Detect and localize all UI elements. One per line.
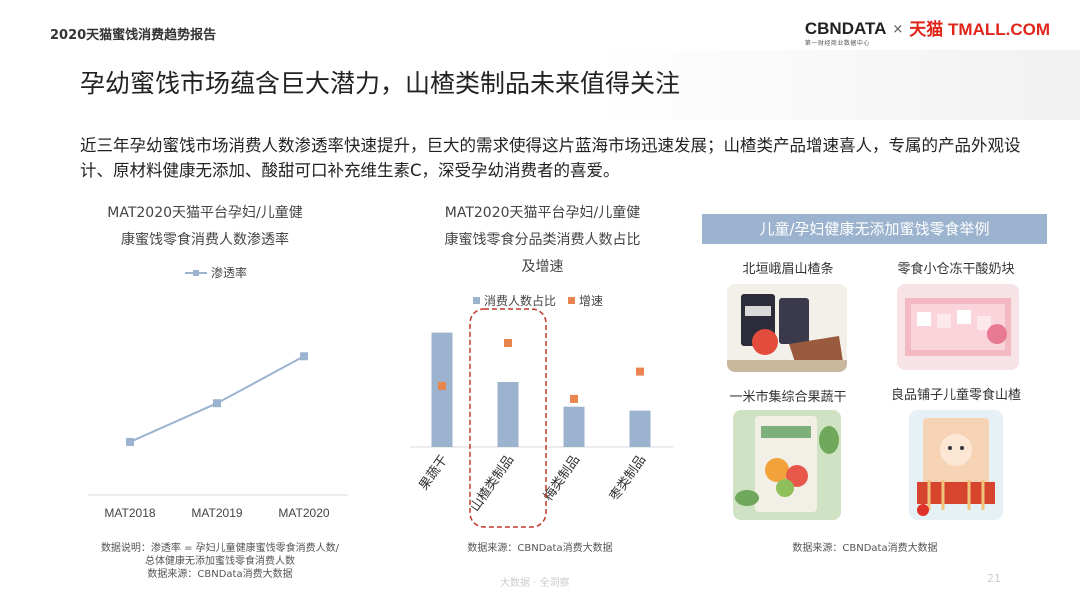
- penetration-point-MAT2019: [213, 399, 221, 408]
- page-description: 近三年孕幼蜜饯市场消费人数渗透率快速提升，巨大的需求使得这片蓝海市场迅速发展；山…: [80, 136, 1021, 180]
- chart2-source: 数据来源：CBNData消费大数据: [467, 543, 613, 554]
- chart2-legend: 消费人数占比 增速: [473, 292, 603, 309]
- product-label-3: 一米市集综合果蔬干: [729, 390, 847, 405]
- logo-separator: ×: [892, 22, 904, 37]
- product-image-mixed-veg-chips: [733, 410, 841, 520]
- product-label-2: 零食小仓冻干酸奶块: [897, 262, 1015, 277]
- share-bar-山楂类制品: [497, 382, 519, 447]
- title-band: [0, 50, 1080, 120]
- chart1-source: 数据说明：渗透率 = 孕妇儿童健康蜜饯零食消费人数/ 总体健康无添加蜜饯零食消费…: [100, 543, 340, 580]
- x-tick-label: 梅类制品: [541, 453, 583, 504]
- legend-bar-swatch: [473, 297, 480, 304]
- chart1-title: MAT2020天猫平台孕妇/儿童健 康蜜饯零食消费人数渗透率: [107, 205, 303, 248]
- highlight-box: [469, 308, 547, 528]
- footer-watermark: 大数据 · 全洞察: [500, 578, 570, 589]
- product-label-1: 北垣峨眉山楂条: [742, 262, 834, 277]
- growth-point-果蔬干: [438, 381, 446, 390]
- x-tick-label: MAT2020: [278, 506, 329, 520]
- x-tick-label: MAT2019: [191, 506, 242, 520]
- examples-header: 儿童/孕妇健康无添加蜜饯零食举例: [702, 214, 1047, 244]
- product-image-hawthorn-strips: [727, 284, 847, 372]
- penetration-point-MAT2018: [126, 437, 134, 446]
- product-image-yogurt-cubes: [897, 284, 1019, 370]
- chart2-title: MAT2020天猫平台孕妇/儿童健 康蜜饯零食分品类消费人数占比 及增速: [444, 205, 641, 275]
- x-tick-label: 枣类制品: [607, 453, 649, 504]
- product-label-4: 良品铺子儿童零食山楂: [890, 388, 1021, 403]
- penetration-line-chart: MAT2018 MAT2019 MAT2020: [88, 352, 348, 520]
- report-title: 2020天猫蜜饯消费趋势报告: [50, 28, 217, 43]
- tmall-logo: 天猫 TMALL.COM: [909, 20, 1050, 39]
- legend-line-icon: [185, 269, 207, 276]
- x-tick-label: 山楂类制品: [468, 453, 518, 515]
- page-number: 21: [987, 572, 1001, 585]
- growth-point-山楂类制品: [504, 339, 512, 347]
- chart2-legend-growth: 增速: [579, 294, 604, 308]
- legend-growth-swatch: [568, 297, 576, 304]
- page-title: 孕幼蜜饯市场蕴含巨大潜力，山楂类制品未来值得关注: [80, 69, 681, 98]
- product-image-kids-hawthorn: [909, 410, 1003, 520]
- examples-source: 数据来源：CBNData消费大数据: [792, 543, 938, 554]
- brand-logos: CBNDATA 第一财经商业数据中心 × 天猫 TMALL.COM: [804, 19, 1050, 48]
- chart2-legend-share: 消费人数占比: [484, 294, 557, 308]
- share-bar-枣类制品: [629, 410, 651, 447]
- penetration-point-MAT2020: [300, 352, 308, 361]
- cbndata-logo: CBNDATA 第一财经商业数据中心: [804, 19, 887, 48]
- growth-point-梅类制品: [570, 394, 578, 403]
- penetration-series-line: [129, 355, 305, 443]
- chart1-legend-label: 渗透率: [211, 266, 248, 280]
- x-tick-label: 果蔬干: [417, 453, 452, 494]
- chart1-legend: 渗透率: [185, 264, 247, 281]
- growth-point-枣类制品: [636, 367, 644, 376]
- x-tick-label: MAT2018: [104, 506, 155, 520]
- category-bar-chart: 果蔬干 山楂类制品 梅类制品 枣类制品: [410, 308, 673, 528]
- share-bar-梅类制品: [563, 406, 585, 447]
